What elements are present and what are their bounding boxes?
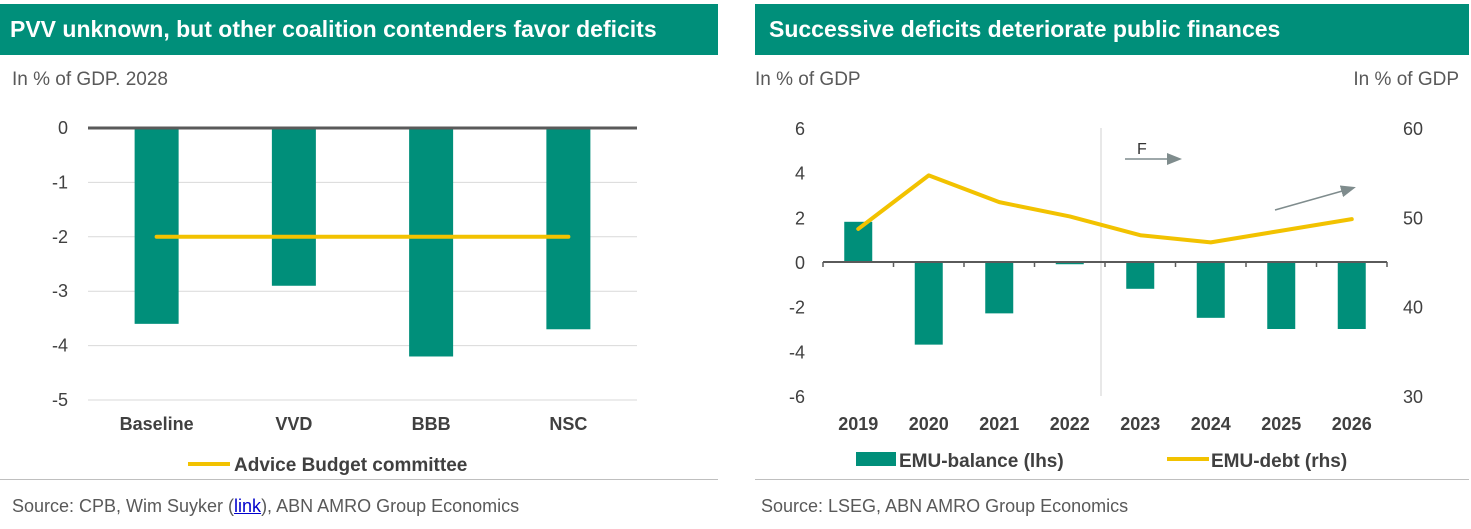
trend-arrow — [1274, 185, 1356, 211]
year-label: 2020 — [909, 414, 949, 434]
y2-tick-label: 50 — [1403, 208, 1423, 228]
y2-tick-label: 30 — [1403, 387, 1423, 407]
balance-bar — [1055, 262, 1084, 265]
y-tick-label: -2 — [789, 298, 805, 318]
right-chart-panel: Successive deficits deteriorate public f… — [755, 0, 1471, 529]
y2-tick-label: 60 — [1403, 119, 1423, 139]
legend-debt-label: EMU-debt (rhs) — [1211, 451, 1347, 472]
year-label: 2019 — [838, 414, 878, 434]
balance-bar — [985, 262, 1014, 314]
right-unit-label-left: In % of GDP — [755, 69, 861, 90]
forecast-label: F — [1137, 141, 1147, 158]
y-tick-label: 4 — [795, 164, 805, 184]
category-label: Baseline — [120, 414, 194, 434]
source-link[interactable]: link — [234, 496, 262, 516]
right-chart-title: Successive deficits deteriorate public f… — [755, 4, 1469, 55]
left-source: Source: CPB, Wim Suyker (link), ABN AMRO… — [12, 496, 519, 517]
y-tick-label: -4 — [789, 342, 805, 362]
y-tick-label: -2 — [52, 227, 68, 247]
balance-bar — [1126, 262, 1155, 289]
year-label: 2024 — [1191, 414, 1231, 434]
year-label: 2021 — [979, 414, 1019, 434]
left-chart-title: PVV unknown, but other coalition contend… — [0, 4, 718, 55]
category-label: VVD — [275, 414, 312, 434]
bar — [271, 128, 316, 286]
bar — [134, 128, 179, 324]
debt-line — [856, 173, 1354, 245]
legend-label: Advice Budget committee — [234, 455, 467, 476]
balance-bar — [1196, 262, 1225, 318]
year-label: 2025 — [1261, 414, 1301, 434]
year-label: 2022 — [1050, 414, 1090, 434]
y-tick-label: 0 — [58, 118, 68, 138]
y-tick-label: -6 — [789, 387, 805, 407]
legend-bar-swatch — [856, 452, 896, 466]
balance-bar — [914, 262, 943, 345]
year-label: 2026 — [1332, 414, 1372, 434]
bar — [409, 128, 454, 357]
right-unit-label-right: In % of GDP — [1353, 69, 1459, 90]
bar — [546, 128, 591, 330]
balance-bar — [1267, 262, 1296, 329]
left-source-divider — [0, 479, 718, 480]
y-tick-label: -4 — [52, 336, 68, 356]
legend-balance-label: EMU-balance (lhs) — [899, 451, 1064, 472]
category-label: BBB — [412, 414, 451, 434]
left-source-prefix: Source: CPB, Wim Suyker ( — [12, 496, 235, 516]
left-chart-panel: PVV unknown, but other coalition contend… — [0, 0, 720, 529]
right-source-divider — [755, 479, 1469, 480]
balance-bar — [1337, 262, 1366, 329]
y-tick-label: 6 — [795, 119, 805, 139]
right-chart-plot: 6 4 2 0 -2 -4 -6 60 50 40 30 2019 2020 2021 2022 2023 20… — [789, 119, 1423, 472]
left-chart-plot: 0 -1 -2 -3 -4 -5 Baseline VVD BBB NSC Advice Budge… — [52, 118, 637, 476]
y-tick-label: -5 — [52, 390, 68, 410]
y-tick-label: 0 — [795, 253, 805, 273]
y-tick-label: -3 — [52, 281, 68, 301]
y-tick-label: 2 — [795, 208, 805, 228]
year-label: 2023 — [1120, 414, 1160, 434]
right-source: Source: LSEG, ABN AMRO Group Economics — [761, 496, 1129, 516]
y-tick-label: -1 — [52, 172, 68, 192]
left-unit-label: In % of GDP. 2028 — [12, 69, 168, 90]
y2-tick-label: 40 — [1403, 298, 1423, 318]
left-source-suffix: ), ABN AMRO Group Economics — [261, 496, 520, 516]
category-label: NSC — [549, 414, 587, 434]
